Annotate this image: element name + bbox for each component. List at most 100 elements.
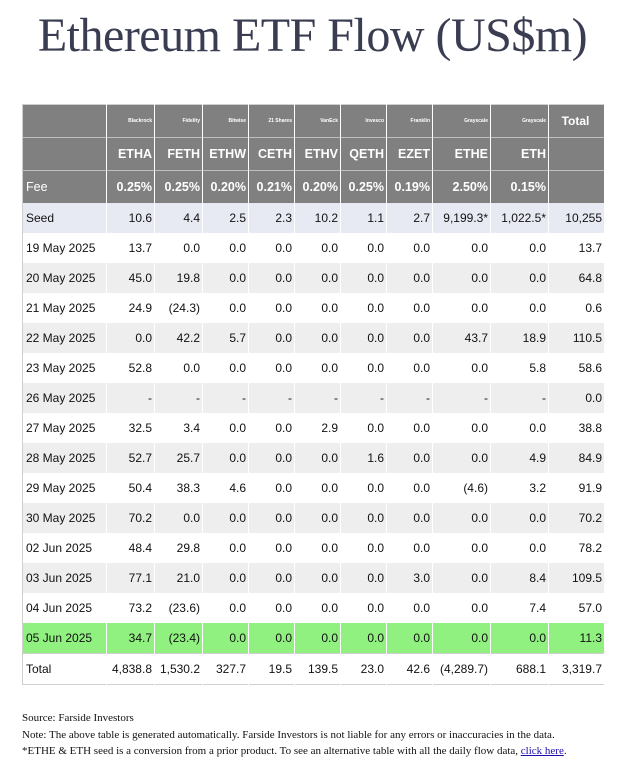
total-cell: 327.7: [202, 653, 249, 685]
issuer-name: Invesco: [340, 104, 387, 138]
row-total: 0.0: [548, 383, 605, 413]
flow-cell: 0.0: [432, 563, 491, 593]
total-row: Total 4,838.8 1,530.2 327.7 19.5 139.5 23.0 42.…: [22, 653, 605, 685]
flow-cell: 18.9: [490, 323, 549, 353]
flow-cell: 25.7: [154, 443, 203, 473]
flow-cell: 0.0: [202, 293, 249, 323]
row-date: 02 Jun 2025: [22, 533, 107, 563]
flow-cell: 38.3: [154, 473, 203, 503]
flow-cell: 3.4: [154, 413, 203, 443]
table-row: 22 May 2025 0.0 42.2 5.7 0.0 0.0 0.0 0.0 43.7 18.…: [22, 323, 605, 353]
issuer-name: Bitwise: [202, 104, 249, 138]
flow-cell: 0.0: [432, 293, 491, 323]
flow-cell: 8.4: [490, 563, 549, 593]
flow-cell: 0.0: [202, 263, 249, 293]
alternative-table-link[interactable]: click here: [520, 745, 564, 757]
flow-cell: 19.8: [154, 263, 203, 293]
flow-cell: -: [490, 383, 549, 413]
flow-cell: 32.5: [106, 413, 155, 443]
flow-cell: 0.0: [248, 323, 295, 353]
grand-total: 3,319.7: [548, 653, 605, 685]
flow-cell: -: [154, 383, 203, 413]
row-total: 64.8: [548, 263, 605, 293]
flow-cell: 0.0: [386, 473, 433, 503]
ticker-feth: FETH: [154, 137, 203, 171]
flow-cell: 10.2: [294, 203, 341, 233]
row-total: 91.9: [548, 473, 605, 503]
table-row: 26 May 2025- - - - - - - - -0.0: [22, 383, 605, 413]
flow-cell: 0.0: [340, 293, 387, 323]
page-title: Ethereum ETF Flow (US$m): [37, 9, 588, 62]
fee-value: 2.50%: [432, 170, 491, 203]
flow-cell: 0.0: [386, 353, 433, 383]
row-date: 27 May 2025: [22, 413, 107, 443]
flow-cell: 0.0: [490, 233, 549, 263]
flow-cell: 0.0: [248, 533, 295, 563]
table-row: 23 May 2025 52.8 0.0 0.0 0.0 0.0 0.0 0.0 0.0 5.8 5…: [22, 353, 605, 383]
total-cell: 1,530.2: [154, 653, 203, 685]
flow-cell: -: [340, 383, 387, 413]
flow-cell: 0.0: [294, 533, 341, 563]
fee-value: 0.19%: [386, 170, 433, 203]
flow-cell: 0.0: [154, 503, 203, 533]
row-date: 26 May 2025: [22, 383, 107, 413]
flow-cell: 0.0: [248, 473, 295, 503]
ticker-total-empty: [548, 137, 605, 171]
flow-cell: 0.0: [386, 323, 433, 353]
flow-cell: 0.0: [294, 293, 341, 323]
flow-cell: 0.0: [490, 623, 549, 654]
flow-cell: 0.0: [432, 353, 491, 383]
seed-row: Seed 10.6 4.4 2.5 2.3 10.2 1.1 2.7 9,199.3* 1,022…: [22, 203, 605, 233]
flow-cell: 21.0: [154, 563, 203, 593]
flow-cell: 0.0: [202, 443, 249, 473]
ticker-eth: ETH: [490, 137, 549, 171]
flow-cell: 0.0: [432, 623, 491, 654]
flow-cell: 0.0: [490, 503, 549, 533]
fee-value: 0.20%: [294, 170, 341, 203]
flow-cell: 0.0: [432, 263, 491, 293]
row-date: 19 May 2025: [22, 233, 107, 263]
flow-cell: 0.0: [202, 593, 249, 623]
seed-note-text: *ETHE & ETH seed is a conversion from a …: [22, 745, 519, 757]
issuer-name: Grayscale: [490, 104, 549, 138]
flow-cell: -: [294, 383, 341, 413]
flow-cell: 0.0: [248, 623, 295, 654]
flow-cell: -: [432, 383, 491, 413]
flow-cell: 52.8: [106, 353, 155, 383]
total-cell: 42.6: [386, 653, 433, 685]
row-total: 10,255: [548, 203, 605, 233]
flow-cell: 0.0: [340, 473, 387, 503]
flow-cell: (4.6): [432, 473, 491, 503]
flow-cell: 0.0: [154, 353, 203, 383]
flow-cell: 77.1: [106, 563, 155, 593]
row-date: 05 Jun 2025: [22, 623, 107, 654]
flow-cell: 0.0: [432, 533, 491, 563]
issuer-name: Grayscale: [432, 104, 491, 138]
row-date: 03 Jun 2025: [22, 563, 107, 593]
row-date: 23 May 2025: [22, 353, 107, 383]
flow-cell: 0.0: [202, 623, 249, 654]
row-total: 84.9: [548, 443, 605, 473]
flow-cell: 0.0: [340, 593, 387, 623]
table-row: 28 May 2025 52.7 25.7 0.0 0.0 0.0 1.6 0.0 0.0 4.9…: [22, 443, 605, 473]
disclaimer-note: Note: The above table is generated autom…: [22, 728, 555, 741]
row-date: 29 May 2025: [22, 473, 107, 503]
flow-cell: 0.0: [386, 503, 433, 533]
flow-cell: 0.0: [386, 233, 433, 263]
flow-cell: 0.0: [202, 353, 249, 383]
flow-cell: 10.6: [106, 203, 155, 233]
flow-cell: 0.0: [294, 353, 341, 383]
flow-cell: 3.2: [490, 473, 549, 503]
row-date: 22 May 2025: [22, 323, 107, 353]
flow-cell: 0.0: [432, 413, 491, 443]
row-total: 38.8: [548, 413, 605, 443]
flow-cell: 0.0: [340, 233, 387, 263]
row-total: 70.2: [548, 503, 605, 533]
ticker-ethv: ETHV: [294, 137, 341, 171]
ticker-header-empty: [22, 137, 107, 171]
flow-cell: 45.0: [106, 263, 155, 293]
flow-cell: 34.7: [106, 623, 155, 654]
flow-cell: 0.0: [294, 443, 341, 473]
flow-cell: 0.0: [248, 293, 295, 323]
flow-cell: 0.0: [340, 353, 387, 383]
